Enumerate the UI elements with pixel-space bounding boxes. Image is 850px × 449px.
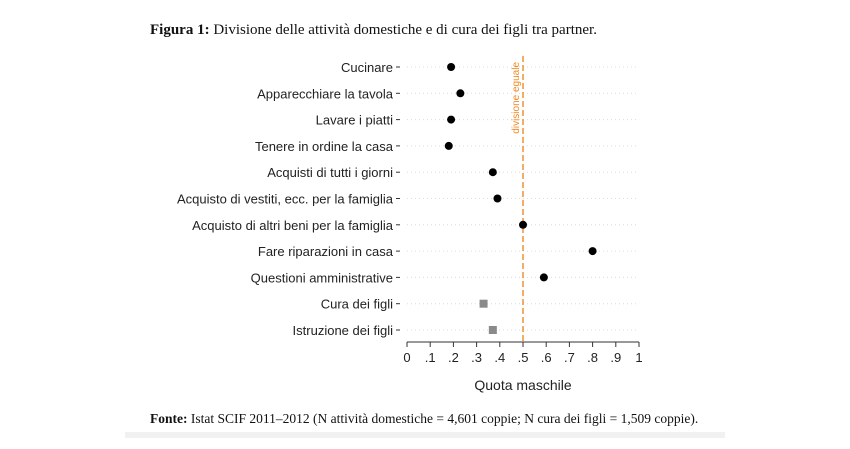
category-label: Apparecchiare la tavola — [257, 86, 394, 101]
data-point-square — [479, 299, 488, 308]
x-tick-label: 1 — [635, 350, 642, 365]
category-label: Acquisti di tutti i giorni — [267, 165, 393, 180]
category-label: Lavare i piatti — [316, 113, 393, 128]
data-point-circle — [447, 63, 456, 71]
source-note: Fonte: Istat SCIF 2011–2012 (N attività … — [150, 411, 698, 427]
figure-label: Figura 1: — [150, 22, 210, 38]
x-axis: 0 .1 .2 .3 .4 .5 .6 .7 .8 .9 1 — [403, 341, 643, 365]
data-point-circle — [519, 220, 527, 229]
data-point-circle — [493, 194, 502, 203]
data-point-circle — [488, 168, 497, 177]
x-tick-label: .2 — [448, 350, 459, 365]
data-markers — [444, 63, 597, 334]
category-label: Cucinare — [341, 60, 393, 75]
data-point-circle — [456, 89, 465, 98]
category-label: Questioni amministrative — [251, 270, 393, 285]
category-label: Fare riparazioni in casa — [258, 244, 394, 259]
category-label: Cura dei figli — [321, 297, 393, 312]
figure-title: Figura 1: Divisione delle attività domes… — [150, 22, 597, 39]
x-tick-label: .5 — [518, 350, 529, 365]
x-tick-label: .1 — [425, 350, 436, 365]
x-tick-label: .3 — [471, 350, 482, 365]
x-tick-label: .8 — [587, 350, 598, 365]
bottom-divider — [125, 432, 725, 438]
category-label: Acquisto di vestiti, ecc. per la famigli… — [177, 192, 394, 207]
category-label: Acquisto di altri beni per la famiglia — [192, 218, 394, 233]
x-tick-label: .6 — [541, 350, 552, 365]
x-tick-label: .4 — [494, 350, 505, 365]
category-label: Tenere in ordine la casa — [255, 139, 394, 154]
data-point-circle — [539, 273, 548, 282]
reference-line-layer: divisione eguale — [511, 56, 524, 342]
source-text: Istat SCIF 2011–2012 (N attività domesti… — [190, 411, 699, 426]
category-label: Istruzione dei figli — [293, 323, 394, 338]
data-point-circle — [444, 141, 453, 150]
data-point-circle — [447, 115, 456, 124]
data-point-square — [488, 326, 497, 334]
figure-title-text: Divisione delle attività domestiche e di… — [213, 22, 597, 38]
x-tick-label: .9 — [610, 350, 621, 365]
category-labels: Cucinare Apparecchiare la tavola Lavare i … — [177, 60, 400, 338]
x-tick-label: 0 — [403, 350, 410, 365]
x-axis-label: Quota maschile — [474, 377, 571, 393]
data-point-circle — [588, 247, 597, 256]
x-tick-label: .7 — [564, 350, 575, 365]
equal-division-label: divisione eguale — [511, 62, 522, 134]
source-label: Fonte: — [150, 411, 188, 426]
